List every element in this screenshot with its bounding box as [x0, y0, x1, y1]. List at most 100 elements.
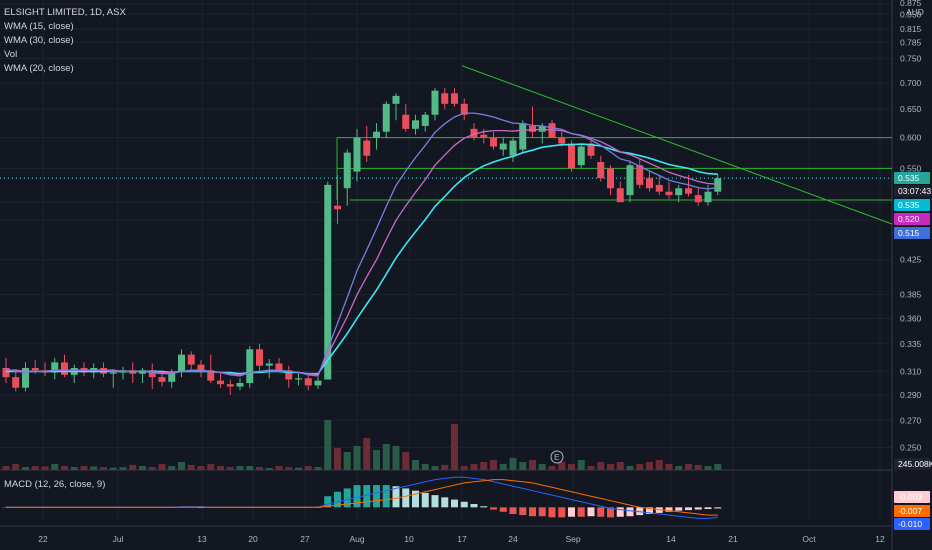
downtrend-line — [461, 65, 893, 225]
macd-hist-bar — [665, 507, 673, 512]
macd-hist-tag-bg — [894, 491, 930, 503]
volume-bar — [109, 467, 117, 470]
candle-body — [178, 354, 185, 372]
time-tick-label: Jul — [113, 534, 124, 544]
candle-body — [626, 165, 634, 196]
wma20-tag: 0.520 — [898, 214, 920, 224]
countdown-tag-bg — [894, 185, 930, 197]
volume-bar — [490, 460, 497, 470]
macd-hist-bar — [626, 507, 634, 517]
macd-hist-bar — [421, 492, 429, 508]
candle-body — [187, 354, 195, 365]
price-tick-label: 0.600 — [900, 133, 922, 143]
candle-body — [694, 195, 702, 203]
wma30-tag: 0.535 — [898, 200, 920, 210]
volume-bar — [597, 462, 605, 470]
time-tick-label: Oct — [802, 534, 816, 544]
volume-bar — [646, 462, 653, 470]
price-tick-label: 0.335 — [900, 339, 922, 349]
macd-hist-bar — [519, 507, 527, 516]
time-tick-label: 10 — [404, 534, 414, 544]
volume-bar — [80, 466, 88, 470]
legend-wma15[interactable]: WMA (15, close) — [4, 21, 74, 32]
candle-body — [616, 188, 624, 203]
volume-bar — [460, 466, 468, 470]
legend-vol[interactable]: Vol — [4, 49, 18, 60]
time-tick-label: Sep — [565, 534, 580, 544]
volume-bar — [373, 450, 380, 470]
volume-bar — [265, 468, 273, 470]
symbol-title[interactable]: ELSIGHT LIMITED, 1D, ASX — [4, 7, 126, 18]
price-tags: 0.535 03:07:43 0.535 0.520 0.515 245.008K -0.0… — [550, 172, 932, 530]
volume-bar — [51, 464, 59, 470]
volume-bar — [31, 466, 39, 470]
candle-body — [295, 378, 302, 380]
legend-wma20[interactable]: WMA (20, close) — [4, 63, 74, 74]
candle-body — [402, 114, 410, 129]
macd-hist-bar — [685, 507, 692, 511]
macd-hist-bar — [402, 488, 410, 508]
macd-legend[interactable]: MACD (12, 26, close, 9) — [4, 479, 106, 490]
volume-bar — [100, 467, 107, 470]
candle-body — [373, 131, 380, 138]
time-tick-label: Aug — [349, 534, 364, 544]
candle-body — [441, 93, 449, 104]
macd-hist-bar — [558, 507, 566, 518]
volume-bar — [538, 464, 546, 470]
volume-bar — [616, 462, 624, 470]
macd-hist-bar — [490, 507, 497, 510]
macd-hist-bar — [363, 485, 371, 508]
volume-bar — [314, 467, 322, 470]
time-tick-label: 21 — [728, 534, 738, 544]
current-price-tag: 0.535 — [898, 173, 920, 183]
volume-bar — [558, 462, 566, 470]
macd-hist-bar — [451, 499, 458, 508]
candle-body — [197, 364, 205, 371]
candle-body — [460, 103, 468, 115]
legend-wma30[interactable]: WMA (30, close) — [4, 35, 74, 46]
volume-bar — [324, 420, 332, 470]
indicator-legend: ELSIGHT LIMITED, 1D, ASX WMA (15, close)… — [4, 6, 126, 76]
macd-hist-bar — [577, 507, 585, 517]
price-tick-label: 0.700 — [900, 78, 922, 88]
time-tick-label: 13 — [197, 534, 207, 544]
volume-bar — [217, 466, 224, 470]
candle-body — [412, 120, 419, 129]
volume-bar — [636, 464, 644, 470]
volume-bar — [587, 466, 595, 470]
candle-body — [285, 370, 293, 380]
currency-label: AUD — [906, 7, 924, 17]
candle-body — [148, 370, 156, 378]
macd-hist-bar — [704, 507, 712, 509]
candle-body — [558, 137, 566, 144]
macd-hist-bar — [412, 490, 419, 508]
time-tick-label: 17 — [457, 534, 467, 544]
volume-bar — [685, 464, 692, 470]
volume-bar — [451, 424, 458, 470]
price-tick-label: 0.425 — [900, 255, 922, 265]
candle-body — [217, 380, 224, 385]
volume-bar — [665, 464, 673, 470]
volume-bar — [12, 464, 20, 470]
time-axis[interactable]: 22 Jul 13 20 27 Aug 10 17 24 Sep 14 21 Oct 12 — [38, 534, 885, 544]
macd-hist-bar — [392, 486, 400, 508]
volume-bar — [334, 448, 341, 470]
candle-body — [587, 143, 595, 156]
candle-body — [343, 152, 351, 189]
volume-bars — [2, 420, 722, 470]
macd-hist-bar — [607, 507, 614, 518]
price-tick-label: 0.310 — [900, 366, 922, 376]
price-tick-label: 0.650 — [900, 104, 922, 114]
volume-bar — [70, 467, 78, 470]
candle-body — [392, 95, 400, 104]
macd-hist-bar — [373, 485, 380, 508]
candle-body — [12, 377, 20, 388]
macd-hist-bar — [597, 507, 605, 517]
macd-hist-bar — [587, 507, 595, 517]
candle-body — [334, 205, 341, 210]
volume-bar — [655, 460, 663, 470]
candle-body — [31, 367, 39, 371]
volume-bar — [148, 467, 156, 470]
